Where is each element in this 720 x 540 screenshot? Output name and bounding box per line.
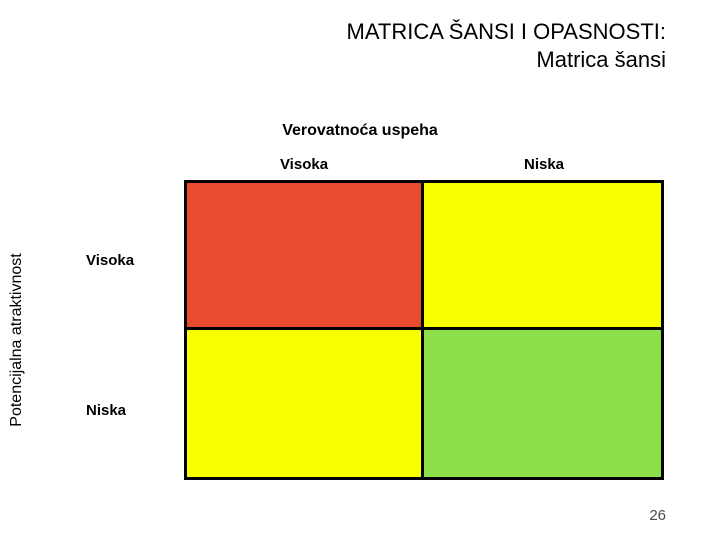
x-label-right: Niska	[424, 156, 664, 173]
y-label-bottom: Niska	[86, 402, 176, 419]
cell-low-high	[184, 327, 427, 480]
x-label-left: Visoka	[184, 156, 424, 173]
cell-high-high	[184, 180, 427, 333]
page-number: 26	[649, 507, 666, 524]
cell-high-low	[421, 180, 664, 333]
y-label-top: Visoka	[86, 252, 176, 269]
title-line-1: MATRICA ŠANSI I OPASNOSTI:	[347, 18, 666, 46]
x-axis-title: Verovatnoća uspeha	[0, 122, 720, 140]
slide-title: MATRICA ŠANSI I OPASNOSTI: Matrica šansi	[347, 18, 666, 73]
opportunity-matrix	[184, 180, 664, 480]
cell-low-low	[421, 327, 664, 480]
y-axis-title: Potencijalna atraktivnost	[8, 190, 38, 490]
title-line-2: Matrica šansi	[347, 46, 666, 74]
